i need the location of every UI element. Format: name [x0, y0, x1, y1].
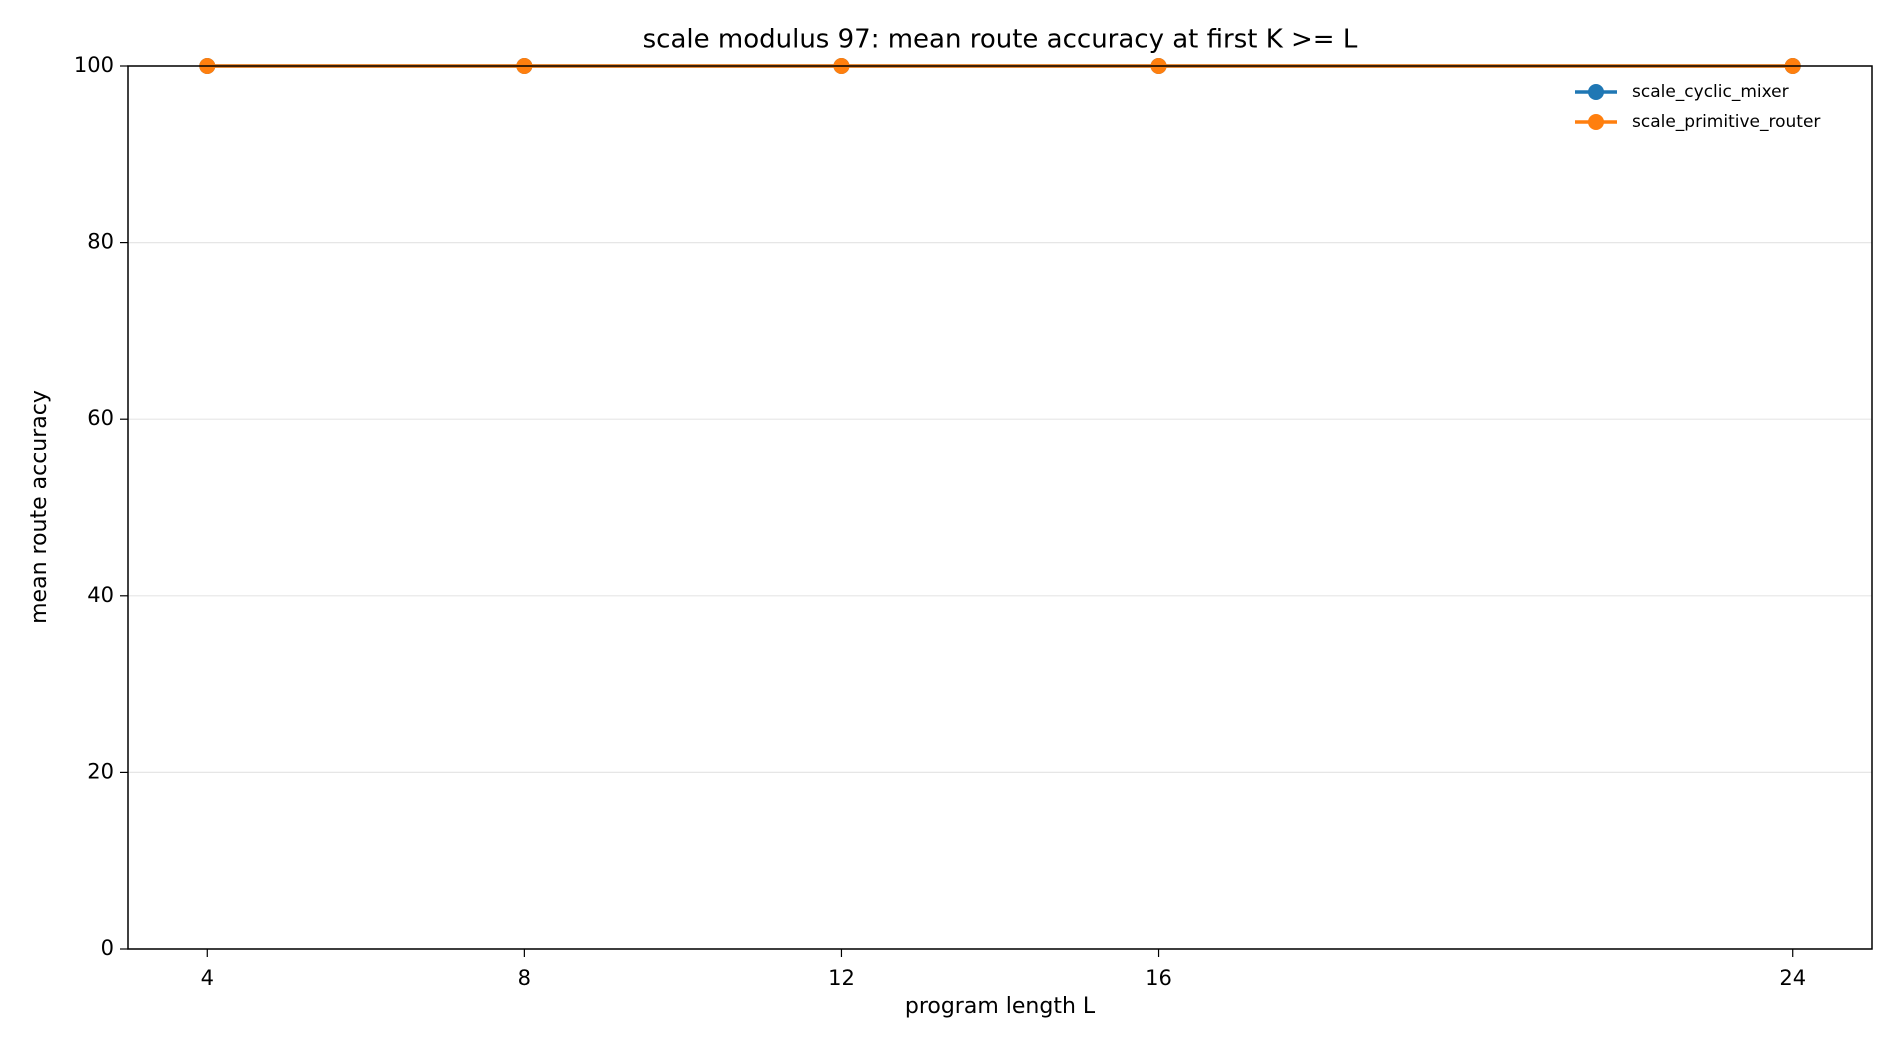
x-axis-label: program length L [905, 994, 1096, 1019]
x-tick-label: 4 [201, 966, 214, 990]
y-tick-label: 100 [74, 53, 114, 77]
y-tick-label: 60 [87, 406, 114, 430]
y-tick-label: 20 [87, 759, 114, 783]
legend-marker [1588, 84, 1604, 100]
y-axis-label: mean route accuracy [27, 390, 52, 624]
y-tick-label: 0 [101, 936, 114, 960]
chart-title: scale modulus 97: mean route accuracy at… [643, 25, 1358, 55]
y-tick-label: 80 [87, 230, 114, 254]
plot-frame [127, 65, 1873, 950]
x-tick-label: 8 [518, 966, 531, 990]
x-tick-label: 12 [828, 966, 855, 990]
x-tick-label: 16 [1145, 966, 1172, 990]
legend-label: scale_primitive_router [1632, 112, 1820, 132]
x-tick-label: 24 [1779, 966, 1806, 990]
legend-marker [1588, 114, 1604, 130]
y-tick-label: 40 [87, 583, 114, 607]
legend-label: scale_cyclic_mixer [1632, 82, 1789, 102]
